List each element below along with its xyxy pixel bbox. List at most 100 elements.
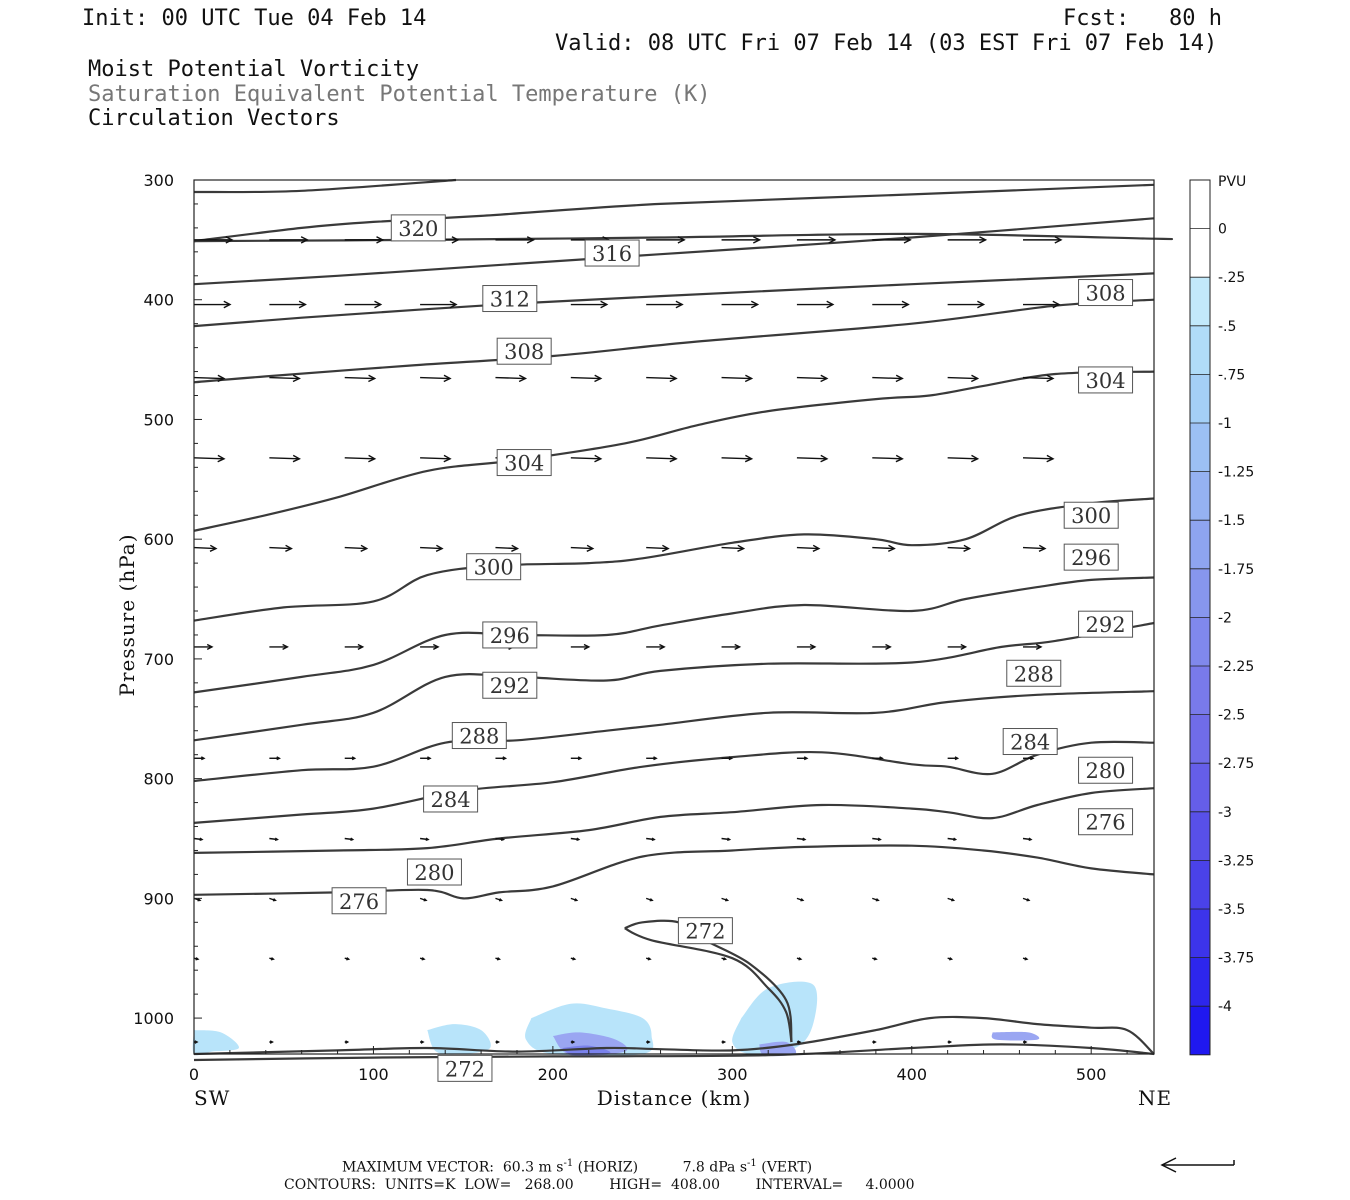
circulation-vector [1023, 1040, 1028, 1044]
contour-label: 284 [1002, 728, 1058, 756]
circulation-vector [420, 454, 452, 463]
colorbar-swatch [1190, 763, 1210, 812]
circulation-vector [1022, 454, 1055, 463]
colorbar-label: -3.75 [1218, 951, 1254, 967]
circulation-vector [947, 1040, 953, 1044]
circulation-vector [796, 756, 809, 761]
circulation-vector [269, 957, 275, 961]
contour-label: 304 [496, 449, 552, 477]
circulation-vector-layer [193, 236, 1063, 1044]
contour-label: 288 [451, 722, 507, 750]
circulation-vector [947, 544, 972, 552]
circulation-vector [420, 300, 458, 309]
circulation-vector [269, 544, 293, 552]
circulation-vector [194, 300, 232, 309]
x-left-end-label: SW [194, 1086, 230, 1110]
circulation-vector [947, 957, 954, 961]
x-tick-label: 400 [896, 1065, 927, 1084]
circulation-vector [721, 544, 746, 552]
colorbar-swatch [1190, 471, 1210, 521]
circulation-vector [872, 837, 882, 841]
y-tick-label: 600 [143, 530, 174, 549]
circulation-vector [344, 300, 383, 309]
contour-label-text: 272 [445, 1057, 485, 1081]
contour-label: 308 [496, 337, 552, 365]
circulation-vector [570, 544, 595, 552]
circulation-vector [947, 897, 956, 902]
circulation-vector [872, 544, 896, 552]
axes-layer: 0 100 200 300 400 500 300 400 500 600 700 800 900 100… [133, 171, 1128, 1084]
colorbar-swatch [1190, 909, 1210, 958]
circulation-vector [194, 643, 214, 651]
circulation-vector [646, 1040, 651, 1044]
circulation-vector [1022, 544, 1047, 552]
pv-shade-region [427, 1024, 491, 1055]
pv-shade-region [732, 981, 818, 1055]
contour-line-272 [624, 927, 793, 1043]
circulation-vector [872, 756, 884, 761]
forecast-hour: Fcst: 80 h [1063, 6, 1222, 31]
contour-label-text: 272 [685, 920, 725, 944]
contour-label-text: 296 [490, 624, 530, 648]
contour-label-text: 292 [1086, 613, 1126, 637]
circulation-vector [269, 837, 279, 841]
max-vector-label: MAXIMUM VECTOR: [342, 1159, 494, 1176]
circulation-vector [194, 236, 234, 244]
contour-label-text: 284 [1010, 731, 1050, 755]
x-tick-label: 300 [717, 1065, 748, 1084]
circulation-vector [570, 957, 577, 961]
circulation-vector [796, 1040, 802, 1044]
circulation-vector [495, 374, 528, 383]
circulation-vector [947, 454, 980, 463]
colorbar-swatch [1190, 714, 1210, 764]
circulation-vector [495, 897, 504, 902]
circulation-vector [796, 454, 829, 463]
y-axis-title: Pressure (hPa) [115, 534, 139, 697]
contour-label: 292 [482, 671, 538, 699]
circulation-vector [872, 236, 912, 244]
plot-frame [193, 179, 1155, 1055]
circulation-vector [721, 300, 760, 309]
circulation-vector [872, 300, 910, 309]
max-horiz-tag: (HORIZ) [577, 1159, 639, 1176]
colorbar-label: 0 [1218, 222, 1227, 238]
x-tick-label: 200 [538, 1065, 569, 1084]
contour-label: 276 [331, 887, 387, 915]
circulation-vector [872, 897, 880, 902]
colorbar-label: -.5 [1218, 319, 1236, 335]
circulation-vector [269, 897, 277, 902]
circulation-vector [947, 756, 960, 761]
colorbar-swatch [1190, 228, 1210, 278]
circulation-vector [645, 897, 654, 902]
max-vert-value: 7.8 [682, 1159, 705, 1176]
circulation-vector [344, 1040, 350, 1044]
circulation-vector [570, 454, 603, 463]
colorbar-swatch [1190, 617, 1210, 666]
contour-label: 320 [390, 214, 446, 242]
y-tick-label: 900 [143, 889, 174, 908]
circulation-vector [495, 756, 508, 761]
circulation-vector [872, 957, 878, 961]
circulation-vector [344, 374, 377, 383]
contour-label: 296 [482, 621, 538, 649]
y-tick-label: 500 [143, 410, 174, 429]
y-tick-label: 300 [143, 171, 174, 190]
circulation-vector [420, 544, 444, 552]
contour-label: 284 [423, 785, 479, 813]
colorbar: PVU 0 -.25 -.5 -.75 -1 -1.25 -1.5 -1.75 -2 -2.25 -2… [1189, 174, 1254, 1056]
contour-label: 272 [677, 917, 733, 945]
circulation-vector [193, 957, 200, 961]
contour-label-text: 312 [490, 288, 530, 312]
circulation-vector [646, 544, 670, 552]
circulation-vector [947, 837, 958, 841]
circulation-vector [269, 1040, 274, 1044]
max-vert-exp: -1 [747, 1158, 757, 1169]
contour-label-text: 300 [474, 556, 514, 580]
circulation-vector [1023, 300, 1061, 309]
colorbar-swatch [1190, 180, 1210, 229]
circulation-vector [646, 454, 678, 463]
circulation-vector [1023, 643, 1043, 651]
colorbar-label: -2.5 [1218, 708, 1245, 724]
circulation-vector [495, 957, 502, 961]
colorbar-label: -2 [1218, 610, 1232, 626]
